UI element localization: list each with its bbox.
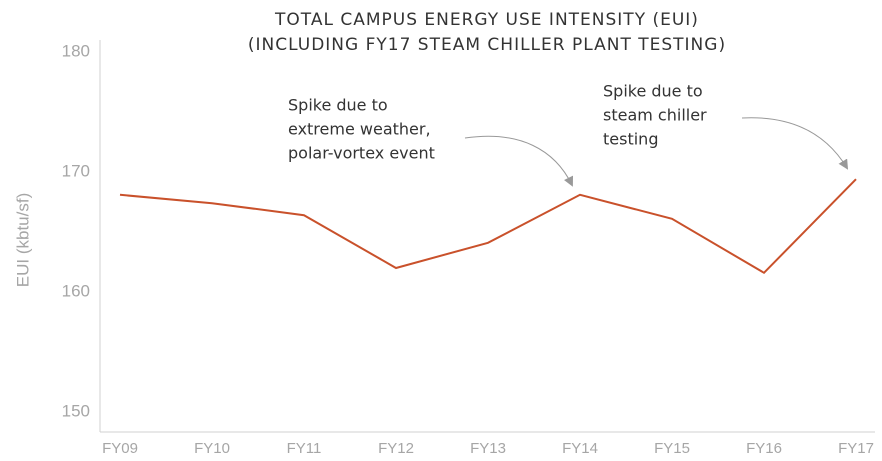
y-axis-label: EUI (kbtu/sf) <box>13 193 32 287</box>
annotation-arrow <box>464 135 573 187</box>
x-tick-label: FY10 <box>194 440 230 457</box>
annotation: testing <box>603 130 658 149</box>
annotation: extreme weather, <box>288 120 431 139</box>
annotation: Spike due to <box>288 96 388 115</box>
x-tick-label: FY13 <box>470 440 506 457</box>
annotation: polar-vortex event <box>288 144 435 163</box>
y-tick-label: 150 <box>62 401 90 420</box>
x-tick-label: FY11 <box>287 440 322 457</box>
x-tick-label: FY12 <box>378 440 414 457</box>
y-tick-label: 170 <box>62 161 90 180</box>
x-tick-label: FY17 <box>838 440 874 457</box>
annotation: steam chiller <box>603 106 707 125</box>
annotation-arrow <box>741 117 849 170</box>
chart-title: TOTAL CAMPUS ENERGY USE INTENSITY (EUI) <box>274 10 699 30</box>
y-tick-label: 180 <box>62 41 90 60</box>
x-tick-label: FY16 <box>746 440 782 457</box>
line-series <box>119 178 857 275</box>
x-tick-label: FY15 <box>654 440 690 457</box>
y-tick-label: 160 <box>62 281 90 300</box>
x-tick-label: FY09 <box>102 440 138 457</box>
x-tick-label: FY14 <box>562 440 598 457</box>
chart-subtitle: (INCLUDING FY17 STEAM CHILLER PLANT TEST… <box>248 35 726 55</box>
annotation: Spike due to <box>603 82 703 101</box>
